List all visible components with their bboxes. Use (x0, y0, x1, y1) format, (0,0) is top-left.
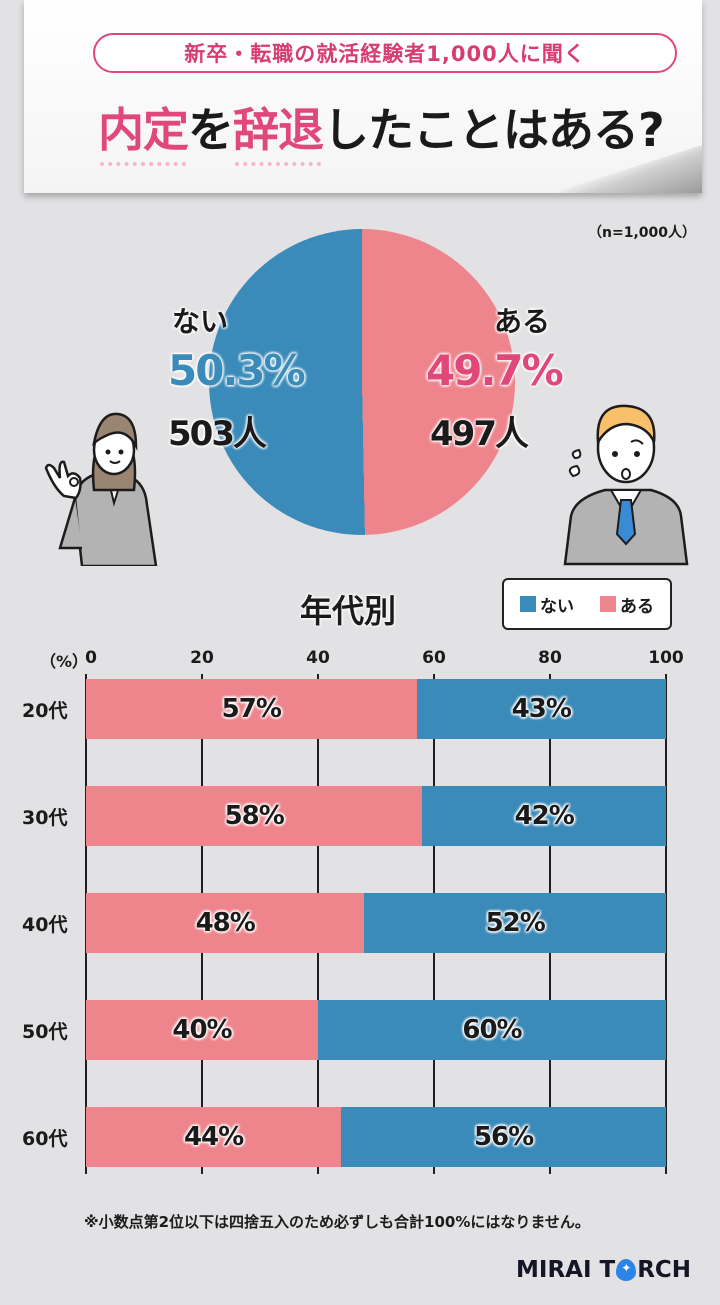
bar-value-label: 58% (224, 801, 285, 831)
bar-row: 58% 42% (86, 786, 666, 846)
bar-value-label: 42% (514, 801, 575, 831)
bar-value-label: 57% (221, 694, 282, 724)
rounding-footnote: ※小数点第2位以下は四捨五入のため必ずしも合計100%にはなりません。 (84, 1213, 590, 1231)
nai-label: ない (172, 305, 229, 338)
survey-subtitle: 新卒・転職の就活経験者1,000人に聞く (93, 33, 677, 73)
header-card: 新卒・転職の就活経験者1,000人に聞く 内定 を 辞退 したことはある? (24, 0, 702, 193)
logo-text-end: RCH (637, 1257, 692, 1283)
legend-swatch-aru (600, 596, 616, 612)
legend-swatch-nai (520, 596, 536, 612)
title-part-naitei: 内定 (98, 94, 189, 166)
age-group-label: 20代 (22, 700, 68, 722)
bar-segment-nai: 42% (422, 786, 666, 846)
age-group-label: 30代 (22, 807, 68, 829)
bar-segment-nai: 43% (416, 679, 666, 739)
legend-label-aru: ある (620, 596, 654, 617)
bar-segment-aru: 44% (86, 1107, 342, 1167)
section-title: 年代別 (300, 592, 397, 630)
aru-percent: 49.7% (426, 346, 564, 395)
legend-item-aru: ある (600, 592, 654, 617)
aru-count: 497人 (430, 414, 529, 454)
bar-segment-aru: 40% (86, 1000, 318, 1060)
bar-segment-aru: 48% (86, 893, 365, 953)
x-tick-label: 0 (85, 648, 97, 668)
bar-value-label: 60% (462, 1015, 522, 1045)
man-surprised-illustration (563, 404, 689, 566)
title-part-rest: したことはある? (323, 103, 665, 157)
bar-segment-nai: 60% (318, 1000, 666, 1060)
logo-text-start: MIRAI T (516, 1257, 616, 1283)
title-part-wo: を (188, 103, 234, 157)
nai-count: 503人 (168, 414, 267, 454)
bar-row: 57% 43% (86, 679, 666, 739)
sample-size-note: （n=1,000人） (588, 225, 696, 241)
x-tick-label: 20 (190, 648, 214, 668)
age-group-label: 60代 (22, 1128, 68, 1150)
bar-row: 40% 60% (86, 1000, 666, 1060)
bar-value-label: 48% (195, 908, 256, 938)
woman-ok-gesture-illustration (44, 412, 158, 566)
overall-pie-chart (209, 229, 515, 535)
title-part-jitai: 辞退 (233, 94, 324, 166)
age-group-label: 40代 (22, 914, 68, 936)
x-tick-label: 100 (648, 648, 684, 668)
bar-segment-aru: 58% (86, 786, 423, 846)
bar-value-label: 44% (183, 1122, 244, 1152)
x-tick-label: 60 (422, 648, 446, 668)
legend-item-nai: ない (520, 592, 574, 617)
page-title: 内定 を 辞退 したことはある? (98, 92, 698, 166)
bar-value-label: 52% (485, 908, 546, 938)
legend-label-nai: ない (540, 596, 574, 617)
age-group-label: 50代 (22, 1021, 68, 1043)
bar-row: 44% 56% (86, 1107, 666, 1167)
nai-percent: 50.3% (168, 346, 306, 395)
chart-legend: ない ある (502, 578, 672, 630)
mirai-torch-logo: MIRAI T RCH (516, 1257, 691, 1283)
bar-segment-aru: 57% (86, 679, 417, 739)
x-tick-label: 80 (538, 648, 562, 668)
axis-unit-label: （%） (40, 652, 89, 671)
aru-label: ある (494, 305, 551, 338)
bar-value-label: 56% (473, 1122, 534, 1152)
bar-segment-nai: 56% (341, 1107, 666, 1167)
bar-value-label: 43% (511, 694, 572, 724)
torch-flame-icon (616, 1259, 637, 1281)
x-tick-label: 40 (306, 648, 330, 668)
bar-row: 48% 52% (86, 893, 666, 953)
bar-value-label: 40% (172, 1015, 232, 1045)
bar-segment-nai: 52% (364, 893, 666, 953)
gridline (665, 674, 667, 1174)
